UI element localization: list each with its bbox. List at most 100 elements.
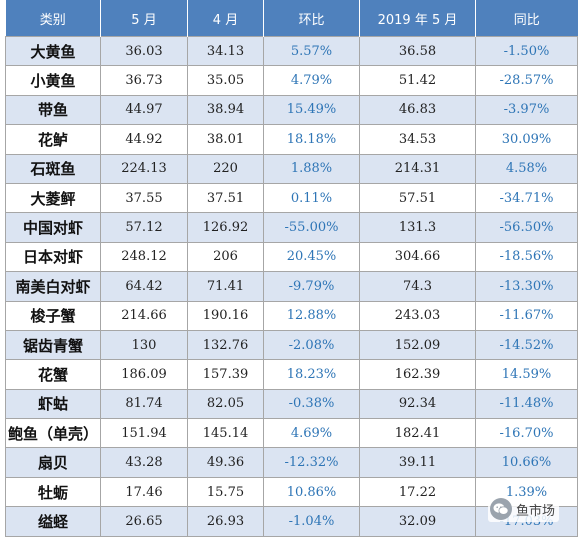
header-row: 类别 5 月 4 月 环比 2019 年 5 月 同比 bbox=[5, 0, 578, 37]
cell-category: 南美白对虾 bbox=[5, 271, 101, 302]
cell-may-2019: 34.53 bbox=[359, 124, 476, 155]
cell-yoy: -3.97% bbox=[475, 94, 578, 126]
cell-yoy: -16.70% bbox=[475, 418, 578, 449]
table-row: 小黄鱼 36.73 35.05 4.79% 51.42 -28.57% bbox=[5, 65, 578, 96]
cell-april: 82.05 bbox=[187, 388, 264, 420]
column-header-may: 5 月 bbox=[100, 0, 188, 37]
cell-yoy: -34.71% bbox=[475, 182, 578, 214]
cell-april: 38.94 bbox=[187, 94, 264, 126]
cell-mom: 10.86% bbox=[263, 476, 360, 508]
cell-mom: -9.79% bbox=[263, 271, 360, 302]
cell-mom: -12.32% bbox=[263, 447, 360, 478]
cell-mom: 4.79% bbox=[263, 65, 360, 96]
cell-may: 81.74 bbox=[100, 388, 188, 420]
account-watermark: 鱼市场 bbox=[488, 496, 560, 522]
column-header-may-2019: 2019 年 5 月 bbox=[359, 0, 476, 37]
cell-category: 缢蛏 bbox=[5, 506, 101, 537]
cell-mom: 0.11% bbox=[263, 182, 360, 214]
column-header-april: 4 月 bbox=[187, 0, 264, 37]
table-row: 锯齿青蟹 130 132.76 -2.08% 152.09 -14.52% bbox=[5, 329, 578, 361]
cell-april: 34.13 bbox=[187, 35, 264, 67]
cell-yoy: 4.58% bbox=[475, 153, 578, 184]
cell-yoy: 14.59% bbox=[475, 359, 578, 390]
table-row: 大黄鱼 36.03 34.13 5.57% 36.58 -1.50% bbox=[5, 35, 578, 67]
cell-may-2019: 92.34 bbox=[359, 388, 476, 420]
table-row: 花蟹 186.09 157.39 18.23% 162.39 14.59% bbox=[5, 359, 578, 390]
cell-april: 126.92 bbox=[187, 212, 264, 243]
cell-category: 锯齿青蟹 bbox=[5, 329, 101, 361]
cell-yoy: -28.57% bbox=[475, 65, 578, 96]
wechat-icon bbox=[490, 498, 512, 520]
cell-yoy: -13.30% bbox=[475, 271, 578, 302]
cell-mom: 4.69% bbox=[263, 418, 360, 449]
cell-may: 151.94 bbox=[100, 418, 188, 449]
cell-may: 224.13 bbox=[100, 153, 188, 184]
cell-category: 带鱼 bbox=[5, 94, 101, 126]
table-row: 日本对虾 248.12 206 20.45% 304.66 -18.56% bbox=[5, 241, 578, 273]
cell-category: 虾蛄 bbox=[5, 388, 101, 420]
cell-mom: 1.88% bbox=[263, 153, 360, 184]
cell-may-2019: 243.03 bbox=[359, 300, 476, 331]
cell-mom: 18.23% bbox=[263, 359, 360, 390]
cell-yoy: -11.67% bbox=[475, 300, 578, 331]
cell-april: 206 bbox=[187, 241, 264, 273]
cell-yoy: -1.50% bbox=[475, 35, 578, 67]
cell-may-2019: 214.31 bbox=[359, 153, 476, 184]
table-row: 石斑鱼 224.13 220 1.88% 214.31 4.58% bbox=[5, 153, 578, 184]
cell-may: 26.65 bbox=[100, 506, 188, 537]
cell-mom: 18.18% bbox=[263, 124, 360, 155]
table-row: 大菱鲆 37.55 37.51 0.11% 57.51 -34.71% bbox=[5, 182, 578, 214]
cell-april: 35.05 bbox=[187, 65, 264, 96]
cell-may: 37.55 bbox=[100, 182, 188, 214]
cell-april: 220 bbox=[187, 153, 264, 184]
cell-may-2019: 36.58 bbox=[359, 35, 476, 67]
price-table-container: 类别 5 月 4 月 环比 2019 年 5 月 同比 大黄鱼 36.03 34.1… bbox=[5, 0, 578, 537]
cell-may-2019: 162.39 bbox=[359, 359, 476, 390]
cell-april: 145.14 bbox=[187, 418, 264, 449]
cell-may: 36.73 bbox=[100, 65, 188, 96]
table-row: 带鱼 44.97 38.94 15.49% 46.83 -3.97% bbox=[5, 94, 578, 126]
cell-april: 37.51 bbox=[187, 182, 264, 214]
column-header-category: 类别 bbox=[5, 0, 101, 37]
cell-may: 17.46 bbox=[100, 476, 188, 508]
cell-may: 64.42 bbox=[100, 271, 188, 302]
cell-may-2019: 39.11 bbox=[359, 447, 476, 478]
table-row: 虾蛄 81.74 82.05 -0.38% 92.34 -11.48% bbox=[5, 388, 578, 420]
cell-april: 49.36 bbox=[187, 447, 264, 478]
cell-yoy: -14.52% bbox=[475, 329, 578, 361]
cell-may: 248.12 bbox=[100, 241, 188, 273]
cell-mom: 5.57% bbox=[263, 35, 360, 67]
table-row: 牡蛎 17.46 15.75 10.86% 17.22 1.39% bbox=[5, 476, 578, 508]
table-row: 南美白对虾 64.42 71.41 -9.79% 74.3 -13.30% bbox=[5, 271, 578, 302]
table-row: 鲍鱼（单壳） 151.94 145.14 4.69% 182.41 -16.70% bbox=[5, 418, 578, 449]
cell-may-2019: 182.41 bbox=[359, 418, 476, 449]
cell-category: 扇贝 bbox=[5, 447, 101, 478]
cell-category: 花蟹 bbox=[5, 359, 101, 390]
cell-may-2019: 32.09 bbox=[359, 506, 476, 537]
cell-mom: -2.08% bbox=[263, 329, 360, 361]
cell-yoy: 10.66% bbox=[475, 447, 578, 478]
cell-may: 130 bbox=[100, 329, 188, 361]
table-header: 类别 5 月 4 月 环比 2019 年 5 月 同比 bbox=[5, 0, 578, 37]
cell-april: 157.39 bbox=[187, 359, 264, 390]
cell-april: 132.76 bbox=[187, 329, 264, 361]
cell-april: 26.93 bbox=[187, 506, 264, 537]
cell-may-2019: 57.51 bbox=[359, 182, 476, 214]
cell-category: 大菱鲆 bbox=[5, 182, 101, 214]
cell-category: 梭子蟹 bbox=[5, 300, 101, 331]
table-row: 梭子蟹 214.66 190.16 12.88% 243.03 -11.67% bbox=[5, 300, 578, 331]
table-body: 大黄鱼 36.03 34.13 5.57% 36.58 -1.50% 小黄鱼 36.73 35.… bbox=[5, 35, 578, 537]
table-row: 花鲈 44.92 38.01 18.18% 34.53 30.09% bbox=[5, 124, 578, 155]
cell-category: 石斑鱼 bbox=[5, 153, 101, 184]
cell-may: 214.66 bbox=[100, 300, 188, 331]
table-row: 扇贝 43.28 49.36 -12.32% 39.11 10.66% bbox=[5, 447, 578, 478]
cell-may-2019: 74.3 bbox=[359, 271, 476, 302]
cell-yoy: -18.56% bbox=[475, 241, 578, 273]
cell-category: 牡蛎 bbox=[5, 476, 101, 508]
cell-may-2019: 152.09 bbox=[359, 329, 476, 361]
cell-mom: -55.00% bbox=[263, 212, 360, 243]
cell-category: 大黄鱼 bbox=[5, 35, 101, 67]
cell-may-2019: 51.42 bbox=[359, 65, 476, 96]
cell-yoy: 30.09% bbox=[475, 124, 578, 155]
